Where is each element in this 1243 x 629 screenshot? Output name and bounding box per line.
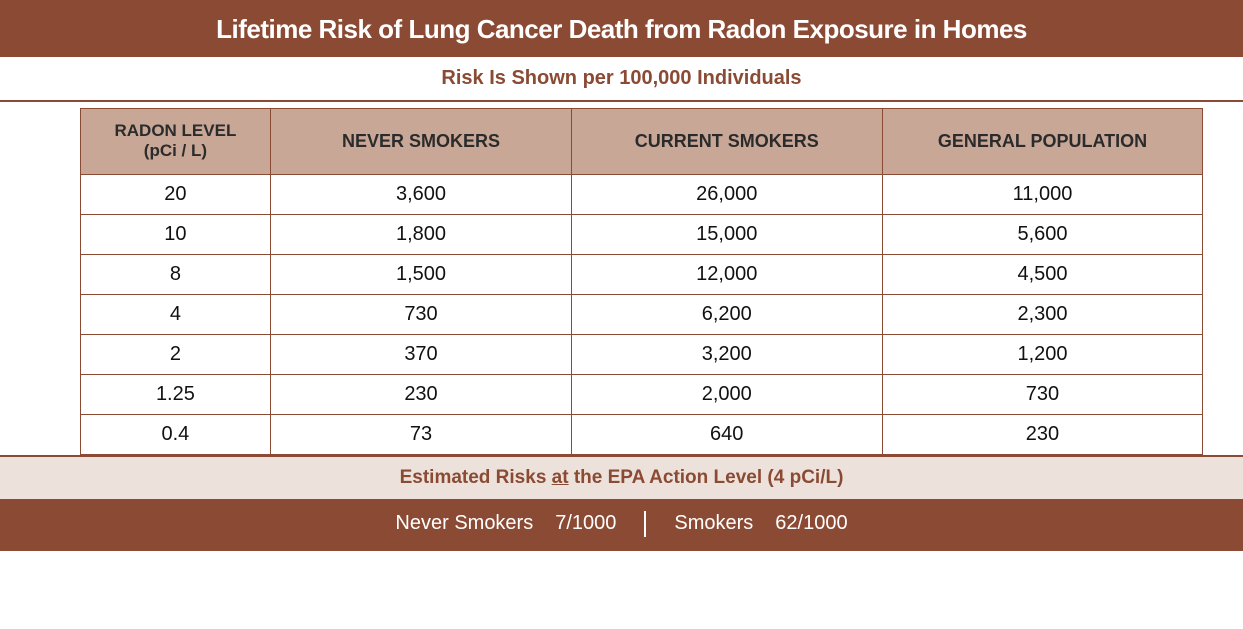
smokers-value: 62/1000 bbox=[775, 512, 847, 535]
body-gutter-left bbox=[0, 174, 80, 454]
cell-general: 730 bbox=[882, 374, 1203, 414]
col-radon-line1: RADON LEVEL bbox=[114, 121, 236, 140]
cell-radon: 2 bbox=[80, 334, 270, 374]
col-current-smokers: CURRENT SMOKERS bbox=[571, 109, 882, 175]
cell-general: 11,000 bbox=[882, 174, 1203, 214]
cell-current: 3,200 bbox=[571, 334, 882, 374]
never-label: Never Smokers bbox=[395, 512, 533, 535]
cell-never: 730 bbox=[271, 294, 572, 334]
divider-icon bbox=[644, 511, 646, 537]
table-row: 0.4 73 640 230 bbox=[0, 414, 1243, 454]
gutter-right bbox=[1203, 109, 1243, 175]
cell-radon: 1.25 bbox=[80, 374, 270, 414]
cell-never: 1,500 bbox=[271, 254, 572, 294]
cell-general: 4,500 bbox=[882, 254, 1203, 294]
cell-never: 1,800 bbox=[271, 214, 572, 254]
estimate-prefix: Estimated Risks bbox=[400, 467, 552, 488]
cell-current: 26,000 bbox=[571, 174, 882, 214]
table-zone: RADON LEVEL (pCi / L) NEVER SMOKERS CURR… bbox=[0, 102, 1243, 455]
cell-general: 1,200 bbox=[882, 334, 1203, 374]
table-row: 10 1,800 15,000 5,600 bbox=[0, 214, 1243, 254]
cell-current: 15,000 bbox=[571, 214, 882, 254]
cell-current: 6,200 bbox=[571, 294, 882, 334]
page-title: Lifetime Risk of Lung Cancer Death from … bbox=[0, 0, 1243, 55]
table-row: 20 3,600 26,000 11,000 bbox=[0, 174, 1243, 214]
subtitle-bar: Risk Is Shown per 100,000 Individuals bbox=[0, 55, 1243, 102]
cell-never: 230 bbox=[271, 374, 572, 414]
never-smokers-summary: Never Smokers 7/1000 bbox=[395, 512, 616, 535]
table-row: 8 1,500 12,000 4,500 bbox=[0, 254, 1243, 294]
gutter-left bbox=[0, 109, 80, 175]
cell-radon: 4 bbox=[80, 294, 270, 334]
table-header-row: RADON LEVEL (pCi / L) NEVER SMOKERS CURR… bbox=[0, 109, 1243, 175]
estimate-text: Estimated Risks at the EPA Action Level … bbox=[0, 457, 1243, 499]
cell-radon: 8 bbox=[80, 254, 270, 294]
cell-radon: 20 bbox=[80, 174, 270, 214]
col-radon-line2: (pCi / L) bbox=[144, 141, 207, 160]
smokers-summary: Smokers 62/1000 bbox=[674, 512, 847, 535]
risk-table: RADON LEVEL (pCi / L) NEVER SMOKERS CURR… bbox=[0, 108, 1243, 455]
estimate-bar: Estimated Risks at the EPA Action Level … bbox=[0, 455, 1243, 499]
bottom-summary-bar: Never Smokers 7/1000 Smokers 62/1000 bbox=[0, 499, 1243, 551]
body-gutter-right bbox=[1203, 174, 1243, 454]
cell-current: 12,000 bbox=[571, 254, 882, 294]
table-row: 2 370 3,200 1,200 bbox=[0, 334, 1243, 374]
table-row: 1.25 230 2,000 730 bbox=[0, 374, 1243, 414]
estimate-underlined: at bbox=[552, 467, 569, 488]
never-value: 7/1000 bbox=[555, 512, 616, 535]
cell-radon: 10 bbox=[80, 214, 270, 254]
cell-radon: 0.4 bbox=[80, 414, 270, 454]
col-never-smokers: NEVER SMOKERS bbox=[271, 109, 572, 175]
table-body: 20 3,600 26,000 11,000 10 1,800 15,000 5… bbox=[0, 174, 1243, 454]
cell-never: 3,600 bbox=[271, 174, 572, 214]
cell-general: 230 bbox=[882, 414, 1203, 454]
col-general-population: GENERAL POPULATION bbox=[882, 109, 1203, 175]
table-row: 4 730 6,200 2,300 bbox=[0, 294, 1243, 334]
cell-current: 640 bbox=[571, 414, 882, 454]
estimate-suffix: the EPA Action Level (4 pCi/L) bbox=[569, 467, 844, 488]
col-radon-level: RADON LEVEL (pCi / L) bbox=[80, 109, 270, 175]
cell-general: 5,600 bbox=[882, 214, 1203, 254]
cell-never: 73 bbox=[271, 414, 572, 454]
smokers-label: Smokers bbox=[674, 512, 753, 535]
cell-general: 2,300 bbox=[882, 294, 1203, 334]
cell-current: 2,000 bbox=[571, 374, 882, 414]
radon-risk-table-card: Lifetime Risk of Lung Cancer Death from … bbox=[0, 0, 1243, 551]
subtitle-text: Risk Is Shown per 100,000 Individuals bbox=[0, 57, 1243, 100]
cell-never: 370 bbox=[271, 334, 572, 374]
